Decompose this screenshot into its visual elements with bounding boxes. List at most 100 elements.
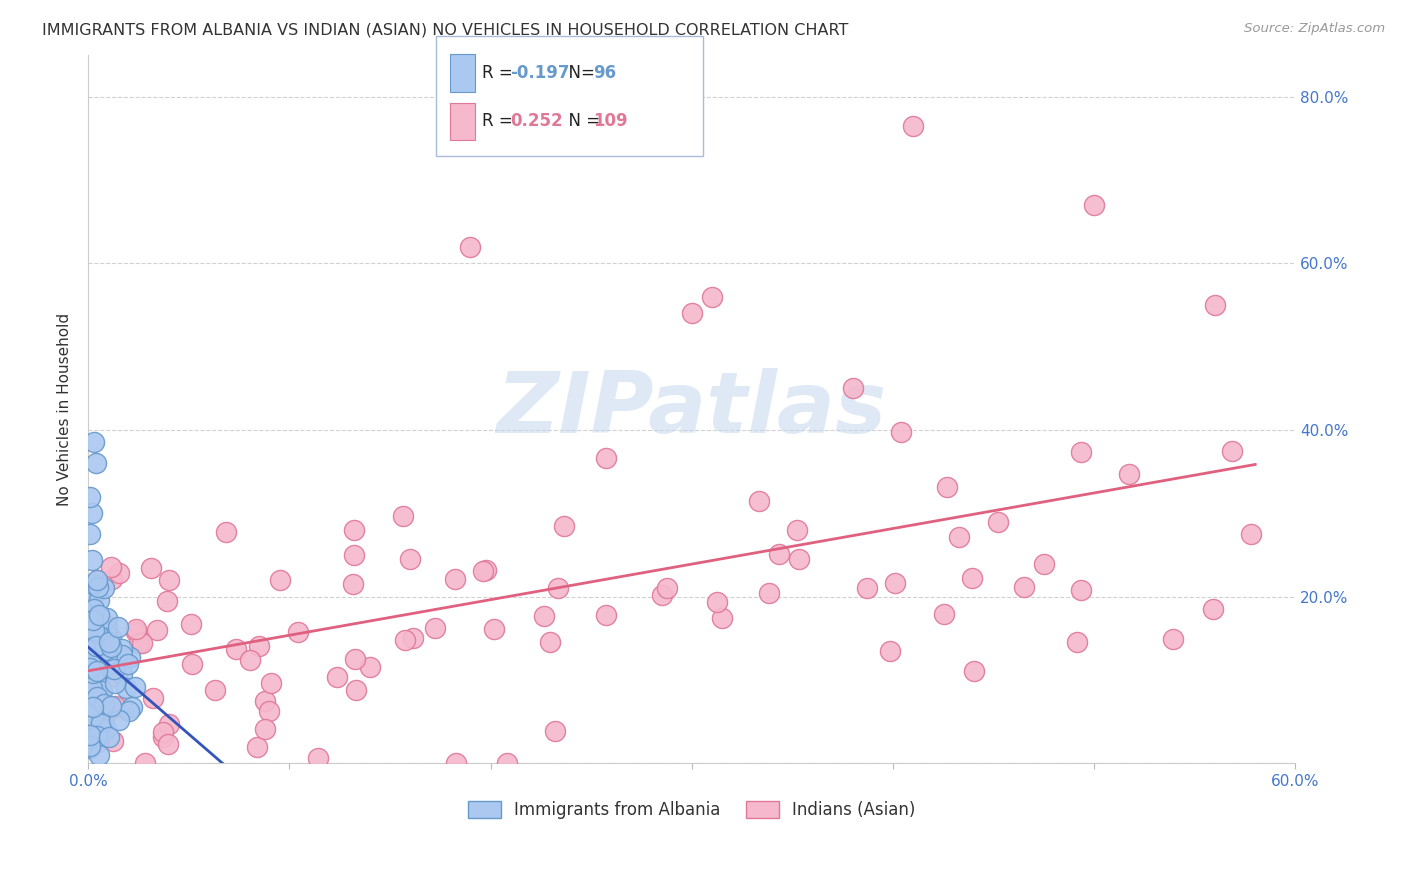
Point (87, 607, 110, 622)
Text: IMMIGRANTS FROM ALBANIA VS INDIAN (ASIAN) NO VEHICLES IN HOUSEHOLD CORRELATION C: IMMIGRANTS FROM ALBANIA VS INDIAN (ASIAN… (42, 22, 849, 37)
Point (103, 662, 125, 676)
Point (79, 678, 101, 692)
Point (1012, 581, 1035, 595)
Point (595, 608, 617, 623)
Point (98, 730, 121, 744)
Point (111, 667, 134, 681)
Point (84, 669, 107, 683)
Point (90, 698, 112, 713)
Point (287, 624, 309, 639)
Point (547, 582, 569, 596)
Point (325, 670, 347, 684)
Point (157, 716, 180, 731)
Text: Source: ZipAtlas.com: Source: ZipAtlas.com (1244, 22, 1385, 36)
Point (786, 523, 808, 537)
Point (93, 637, 115, 651)
Point (141, 561, 163, 575)
Point (142, 690, 165, 705)
Point (80, 699, 103, 714)
Point (107, 670, 129, 684)
Point (79, 597, 101, 611)
Point (80, 553, 103, 567)
Point (260, 676, 283, 690)
Point (86, 632, 108, 647)
Point (651, 588, 673, 602)
Point (307, 751, 329, 765)
Point (84, 686, 107, 700)
Point (117, 657, 139, 672)
Point (247, 639, 270, 653)
Point (80, 639, 103, 653)
Point (879, 644, 901, 658)
Point (963, 664, 986, 678)
Point (711, 611, 734, 625)
Point (98, 634, 121, 648)
Point (87, 593, 110, 607)
Point (86, 690, 108, 705)
Point (94, 624, 117, 639)
Point (758, 586, 780, 600)
Point (883, 575, 905, 590)
Point (83, 652, 105, 666)
Point (83, 435, 105, 450)
Point (1070, 445, 1092, 459)
Point (87, 734, 110, 748)
Point (444, 572, 467, 586)
Point (553, 518, 575, 533)
Point (115, 681, 138, 696)
Point (359, 659, 381, 673)
Point (79, 655, 101, 669)
Point (94, 643, 117, 657)
Point (181, 657, 204, 671)
Point (87, 686, 110, 700)
Point (83, 609, 105, 624)
Point (987, 516, 1010, 530)
Point (484, 623, 506, 637)
Point (402, 631, 425, 645)
Point (399, 551, 422, 566)
Point (82, 589, 104, 603)
Point (104, 699, 127, 714)
Point (108, 713, 131, 727)
Point (101, 701, 124, 715)
Legend: Immigrants from Albania, Indians (Asian): Immigrants from Albania, Indians (Asian) (461, 794, 922, 826)
Point (934, 607, 956, 621)
Point (121, 699, 143, 714)
Text: R =: R = (482, 64, 519, 82)
Point (100, 631, 122, 645)
Point (82, 577, 104, 591)
Point (125, 625, 148, 640)
Text: 96: 96 (593, 64, 616, 82)
Point (82, 709, 104, 723)
Point (93, 711, 115, 725)
Point (120, 649, 142, 664)
Point (100, 640, 122, 654)
Point (444, 756, 467, 771)
Point (80, 670, 103, 684)
Point (82, 613, 104, 627)
Point (890, 425, 912, 439)
Point (1118, 467, 1140, 482)
Point (131, 636, 153, 650)
Y-axis label: No Vehicles in Household: No Vehicles in Household (58, 312, 72, 506)
Point (343, 549, 366, 563)
Point (110, 648, 132, 662)
Point (100, 559, 122, 574)
Point (344, 652, 367, 666)
Point (80, 613, 103, 627)
Point (96, 618, 118, 632)
Point (538, 635, 561, 649)
Point (83, 602, 105, 616)
Point (655, 582, 678, 596)
Point (394, 632, 416, 647)
Text: -0.197: -0.197 (510, 64, 569, 82)
Point (84, 707, 107, 722)
Point (86, 626, 108, 640)
Point (1070, 582, 1092, 597)
Point (1033, 558, 1056, 572)
Point (79, 527, 101, 541)
Point (156, 594, 179, 608)
Point (342, 577, 364, 591)
Point (134, 756, 156, 771)
Point (544, 723, 567, 738)
